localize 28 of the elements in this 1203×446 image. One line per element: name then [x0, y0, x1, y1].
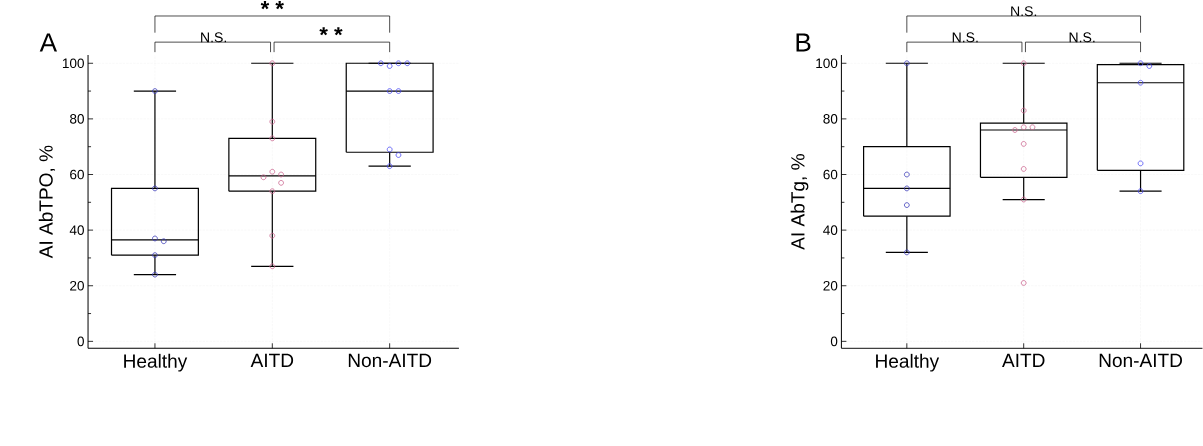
x-tick-label: Healthy [124, 354, 188, 372]
x-tick-label: Healthy [876, 354, 940, 372]
text: N.S. [952, 32, 978, 43]
text: * * [260, 1, 284, 10]
y-tick-label: 20 [70, 281, 84, 291]
x-tick-label: Non-AITD [1099, 354, 1182, 368]
text: N.S. [1069, 32, 1095, 43]
y-tick-label: 40 [69, 225, 84, 236]
chart-title: B [796, 33, 811, 52]
y-tick-label: 40 [823, 225, 838, 236]
text: * * [319, 27, 343, 36]
y-tick-label: 0 [77, 336, 84, 347]
y-tick-label: 60 [823, 169, 838, 180]
y-axis-title: AI AbTPO, % [38, 145, 56, 259]
x-tick-label: Non-AITD [348, 354, 432, 368]
chart-title: A [39, 33, 58, 52]
y-tick-label: 80 [823, 114, 838, 124]
y-tick-label: 20 [823, 281, 838, 291]
y-tick-label: 0 [830, 336, 838, 347]
y-tick-label: 60 [70, 169, 84, 180]
y-axis-title: AI AbTg, % [790, 154, 809, 250]
text: N.S. [1011, 6, 1037, 17]
y-tick-label: 80 [70, 114, 84, 124]
text: N.S. [201, 32, 226, 43]
x-tick-label: AITD [1002, 354, 1045, 368]
y-tick-label: 100 [62, 58, 84, 69]
y-tick-label: 100 [816, 58, 838, 69]
x-tick-label: AITD [250, 354, 294, 368]
